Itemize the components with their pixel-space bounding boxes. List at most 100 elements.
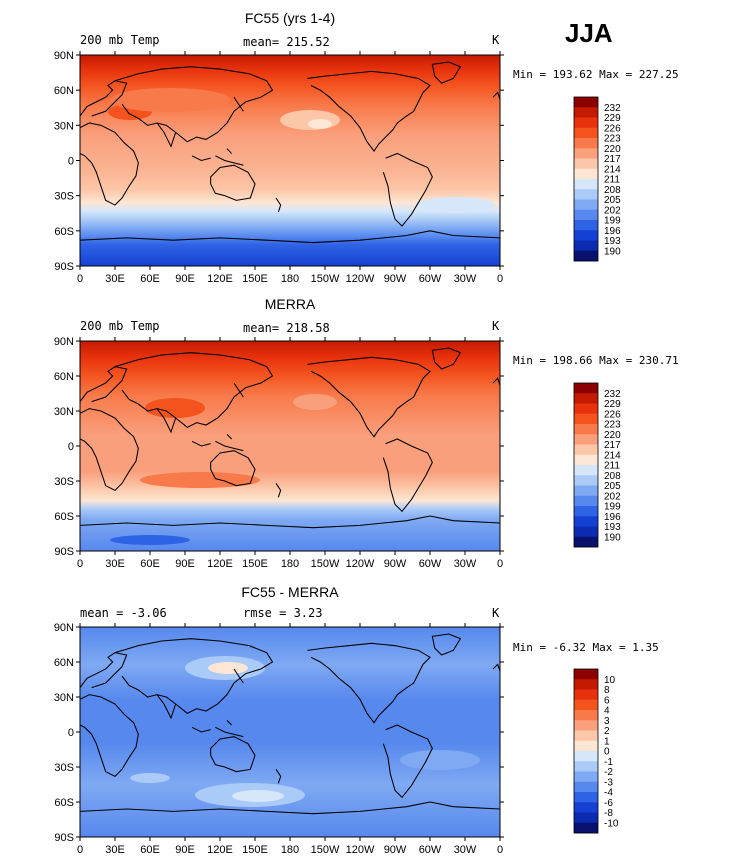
colorbar-swatch (574, 740, 598, 752)
x-tick-label: 150W (311, 844, 340, 856)
y-tick-label: 60N (54, 371, 74, 383)
x-tick-label: 90E (175, 273, 195, 285)
x-tick-label: 120E (207, 844, 233, 856)
colorbar-swatch (574, 179, 598, 190)
colorbar-label: -6 (604, 798, 613, 809)
y-tick-label: 30S (54, 476, 74, 488)
colorbar-swatch (574, 250, 598, 262)
map-field (80, 341, 500, 551)
x-tick-label: 30E (105, 844, 125, 856)
y-tick-label: 90N (54, 336, 74, 348)
colorbar-swatch (574, 710, 598, 721)
colorbar-label: 4 (604, 706, 610, 717)
x-tick-label: 180 (281, 273, 299, 285)
colorbar-label: 202 (604, 491, 621, 502)
colorbar-label: -4 (604, 788, 613, 799)
y-tick-label: 60N (54, 85, 74, 97)
x-tick-label: 150E (242, 844, 268, 856)
x-tick-label: 120W (346, 844, 375, 856)
colorbar-label: -1 (604, 757, 613, 768)
colorbar-swatch (574, 127, 598, 139)
colorbar-label: 0 (604, 747, 610, 758)
colorbar-label: 211 (604, 175, 620, 186)
x-tick-label: 90E (175, 844, 195, 856)
x-tick-label: 60W (419, 273, 442, 285)
y-tick-label: 30S (54, 762, 74, 774)
x-tick-label: 30W (454, 558, 477, 570)
x-tick-label: 60E (140, 558, 160, 570)
colorbar-swatch (574, 812, 598, 824)
x-tick-label: 0 (497, 844, 503, 856)
x-tick-label: 30W (454, 273, 477, 285)
x-axis: 0 30E 60E 90E 120E 150E 180 150W 120W 90W 60W 30W 0 (77, 51, 503, 285)
colorbar-swatch (574, 107, 598, 118)
colorbar-swatch (574, 506, 598, 517)
colorbar-label: 220 (604, 430, 621, 441)
y-tick-label: 30S (54, 191, 74, 203)
colorbar-swatch (574, 669, 598, 680)
units-label: K (492, 319, 500, 333)
y-tick-label: 0 (68, 441, 74, 453)
x-tick-label: 150W (311, 273, 340, 285)
colorbar-swatch (574, 689, 598, 701)
y-tick-label: 90N (54, 50, 74, 62)
colorbar-label: 205 (604, 195, 621, 206)
colorbar: 2322292262232202172142112082052021991961… (573, 382, 621, 548)
colorbar-swatch (574, 720, 598, 731)
colorbar-frame (573, 96, 599, 262)
x-axis: 0 30E 60E 90E 120E 150E 180 150W 120W 90W 60W 30W 0 (77, 623, 503, 856)
x-tick-label: 30E (105, 273, 125, 285)
y-tick-label: 60S (54, 511, 74, 523)
y-axis: 90N 60N 30N 0 30S 60S 90S (54, 50, 504, 273)
y-tick-label: 90N (54, 622, 74, 634)
panel-title: FC55 (yrs 1-4) (245, 10, 335, 26)
y-tick-label: 90S (54, 546, 74, 558)
units-label: K (492, 33, 500, 47)
colorbar-swatch (574, 424, 598, 435)
colorbar-label: 208 (604, 185, 621, 196)
colorbar-label: 2 (604, 726, 610, 737)
x-tick-label: 90E (175, 558, 195, 570)
colorbar-swatch (574, 199, 598, 211)
minmax-label: Min = 198.66 Max = 230.71 (513, 354, 679, 367)
colorbar-swatch (574, 168, 598, 180)
colorbar-swatch (574, 117, 598, 129)
colorbar-swatch (574, 220, 598, 231)
colorbar-label: 220 (604, 144, 621, 155)
colorbar-swatch (574, 454, 598, 466)
x-tick-label: 90W (384, 844, 407, 856)
colorbar-label: 196 (604, 226, 621, 237)
colorbar: 2322292262232202172142112082052021991961… (573, 96, 621, 262)
colorbar-label: 232 (604, 389, 621, 400)
map-field (80, 55, 500, 266)
colorbar-swatch (574, 822, 598, 834)
colorbar-swatch (574, 403, 598, 415)
colorbar-swatch (574, 97, 598, 108)
colorbar-swatch (574, 516, 598, 527)
colorbar-swatch (574, 158, 598, 170)
y-axis: 90N 60N 30N 0 30S 60S 90S (54, 336, 504, 558)
colorbar-label: 190 (604, 532, 621, 543)
colorbar-frame (573, 382, 599, 548)
y-tick-label: 0 (68, 727, 74, 739)
x-tick-label: 150E (242, 273, 268, 285)
mean-label: mean= 218.58 (243, 321, 330, 335)
colorbar-swatch (574, 413, 598, 425)
colorbar-swatch (574, 751, 598, 762)
colorbar-label: 217 (604, 154, 621, 165)
colorbar-swatch (574, 495, 598, 507)
x-tick-label: 120E (207, 273, 233, 285)
mean-label: mean= 215.52 (243, 35, 330, 49)
colorbar-label: 217 (604, 440, 621, 451)
y-tick-label: 60S (54, 797, 74, 809)
colorbar-swatch (574, 393, 598, 404)
colorbar-swatch (574, 209, 598, 221)
colorbar-label: 214 (604, 450, 621, 461)
y-tick-label: 30N (54, 406, 74, 418)
x-tick-label: 60W (419, 558, 442, 570)
colorbar-label: 229 (604, 399, 621, 410)
minmax-label: Min = -6.32 Max = 1.35 (513, 641, 659, 654)
x-tick-label: 120W (346, 558, 375, 570)
